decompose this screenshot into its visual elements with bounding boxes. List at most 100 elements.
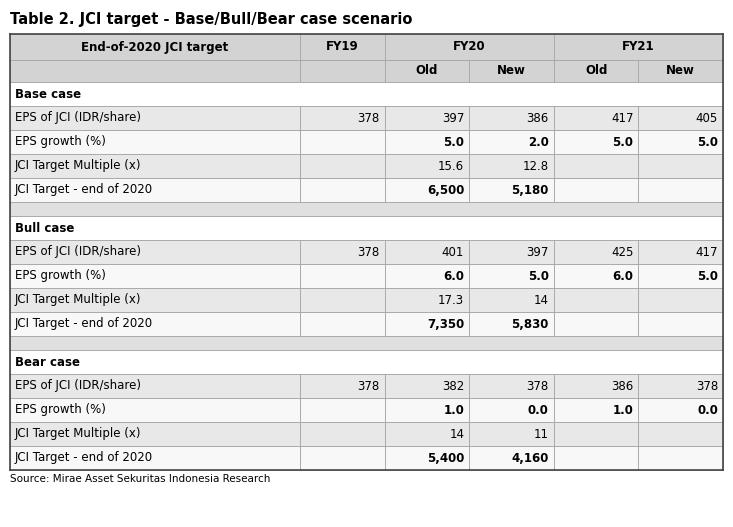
Bar <box>638 154 723 178</box>
Bar <box>554 240 638 264</box>
Text: FY20: FY20 <box>453 41 485 54</box>
Text: New: New <box>666 64 695 77</box>
Bar <box>10 240 300 264</box>
Text: New: New <box>497 64 526 77</box>
Bar <box>10 350 723 374</box>
Text: Source: Mirae Asset Sekuritas Indonesia Research: Source: Mirae Asset Sekuritas Indonesia … <box>10 474 270 484</box>
Bar <box>554 312 638 336</box>
Bar <box>469 240 554 264</box>
Bar <box>469 178 554 202</box>
Bar <box>10 178 300 202</box>
Bar <box>385 240 469 264</box>
Bar <box>469 446 554 470</box>
Bar <box>469 154 554 178</box>
Text: Old: Old <box>585 64 608 77</box>
Text: 5.0: 5.0 <box>697 269 718 282</box>
Text: 405: 405 <box>696 112 718 124</box>
Bar <box>10 34 300 60</box>
Text: Base case: Base case <box>15 87 81 101</box>
Bar <box>554 178 638 202</box>
Text: 1.0: 1.0 <box>443 404 464 416</box>
Text: 378: 378 <box>358 379 380 393</box>
Bar <box>10 106 300 130</box>
Text: 417: 417 <box>611 112 633 124</box>
Text: 6.0: 6.0 <box>612 269 633 282</box>
Text: 14: 14 <box>534 294 549 307</box>
Text: Bull case: Bull case <box>15 221 74 235</box>
Text: 378: 378 <box>358 246 380 259</box>
Text: FY19: FY19 <box>326 41 358 54</box>
Text: 6,500: 6,500 <box>427 183 464 197</box>
Text: 378: 378 <box>526 379 549 393</box>
Bar <box>10 130 300 154</box>
Bar <box>469 374 554 398</box>
Text: 5.0: 5.0 <box>697 135 718 149</box>
Bar <box>300 446 385 470</box>
Bar <box>554 106 638 130</box>
Bar <box>300 240 385 264</box>
Bar <box>10 288 300 312</box>
Text: 378: 378 <box>696 379 718 393</box>
Text: 5.0: 5.0 <box>612 135 633 149</box>
Bar <box>300 154 385 178</box>
Bar <box>469 422 554 446</box>
Bar <box>638 60 723 82</box>
Text: 425: 425 <box>611 246 633 259</box>
Text: 14: 14 <box>449 427 464 441</box>
Bar <box>638 398 723 422</box>
Text: 1.0: 1.0 <box>613 404 633 416</box>
Bar <box>385 34 554 60</box>
Bar <box>10 422 300 446</box>
Bar <box>300 422 385 446</box>
Text: EPS growth (%): EPS growth (%) <box>15 135 106 149</box>
Text: 7,350: 7,350 <box>427 317 464 330</box>
Bar <box>385 422 469 446</box>
Bar <box>554 130 638 154</box>
Bar <box>385 130 469 154</box>
Bar <box>638 374 723 398</box>
Text: 0.0: 0.0 <box>697 404 718 416</box>
Bar <box>469 60 554 82</box>
Bar <box>554 34 723 60</box>
Bar <box>300 312 385 336</box>
Text: 5.0: 5.0 <box>443 135 464 149</box>
Bar <box>300 288 385 312</box>
Text: 378: 378 <box>358 112 380 124</box>
Bar <box>554 422 638 446</box>
Bar <box>300 106 385 130</box>
Text: 5,830: 5,830 <box>512 317 549 330</box>
Text: JCI Target Multiple (x): JCI Target Multiple (x) <box>15 160 141 172</box>
Bar <box>300 130 385 154</box>
Text: JCI Target Multiple (x): JCI Target Multiple (x) <box>15 294 141 307</box>
Text: 397: 397 <box>526 246 549 259</box>
Text: 2.0: 2.0 <box>528 135 549 149</box>
Bar <box>385 374 469 398</box>
Bar <box>300 264 385 288</box>
Bar <box>10 82 723 106</box>
Text: EPS of JCI (IDR/share): EPS of JCI (IDR/share) <box>15 112 141 124</box>
Bar <box>385 106 469 130</box>
Bar <box>10 374 300 398</box>
Text: 12.8: 12.8 <box>523 160 549 172</box>
Text: 4,160: 4,160 <box>512 452 549 464</box>
Bar <box>638 446 723 470</box>
Bar <box>10 60 300 82</box>
Bar <box>554 446 638 470</box>
Text: 382: 382 <box>442 379 464 393</box>
Text: 386: 386 <box>526 112 549 124</box>
Text: EPS of JCI (IDR/share): EPS of JCI (IDR/share) <box>15 246 141 259</box>
Bar <box>385 446 469 470</box>
Bar <box>638 178 723 202</box>
Text: 386: 386 <box>611 379 633 393</box>
Text: 15.6: 15.6 <box>438 160 464 172</box>
Text: FY21: FY21 <box>622 41 655 54</box>
Text: 5,400: 5,400 <box>427 452 464 464</box>
Text: EPS of JCI (IDR/share): EPS of JCI (IDR/share) <box>15 379 141 393</box>
Text: 417: 417 <box>696 246 718 259</box>
Text: Old: Old <box>416 64 438 77</box>
Bar <box>638 422 723 446</box>
Bar <box>10 216 723 240</box>
Bar <box>10 336 723 350</box>
Bar <box>638 130 723 154</box>
Bar <box>385 154 469 178</box>
